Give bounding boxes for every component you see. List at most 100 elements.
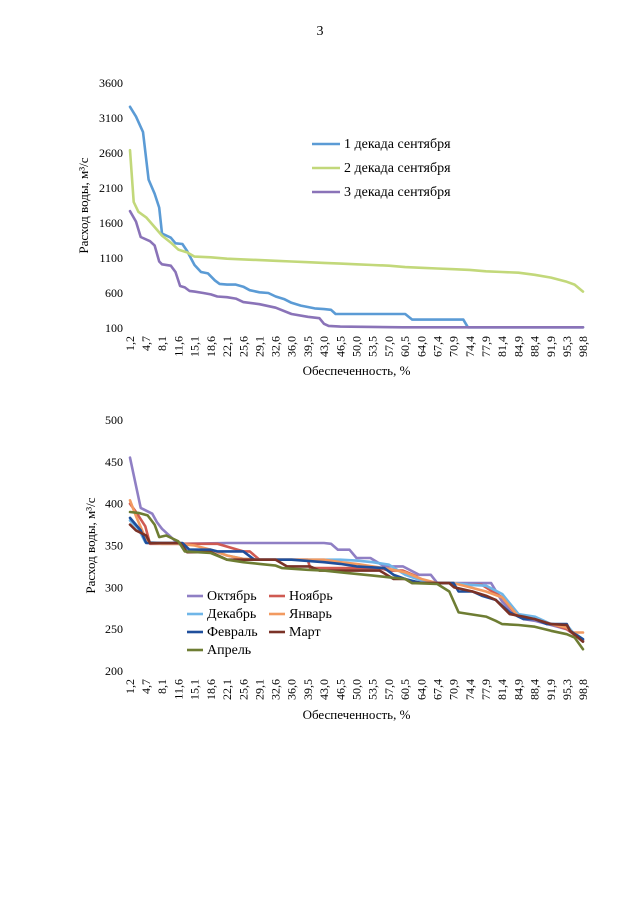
y-tick-label: 1100 [99,251,123,265]
x-tick-label: 91,9 [544,679,558,700]
x-tick-label: 50,0 [350,336,364,357]
x-tick-label: 67,4 [430,679,444,700]
x-tick-label: 81,4 [495,336,509,357]
x-tick-label: 29,1 [252,336,266,357]
legend-label: Декабрь [207,607,256,622]
y-axis-title: Расход воды, м³/с [83,497,98,593]
x-tick-label: 22,1 [220,336,234,357]
page-number: 3 [316,24,324,39]
x-tick-label: 77,9 [479,679,493,700]
x-tick-label: 1,2 [123,679,137,694]
x-tick-label: 60,5 [398,679,412,700]
x-tick-label: 98,8 [576,336,590,357]
x-tick-label: 43,0 [317,679,331,700]
x-tick-label: 50,0 [350,679,364,700]
x-tick-label: 1,2 [123,336,137,351]
legend-label: Январь [289,607,332,622]
series-line [128,519,585,641]
x-tick-label: 18,6 [204,679,218,700]
series-line [128,502,585,643]
x-tick-label: 64,0 [414,336,428,357]
x-tick-label: 91,9 [544,336,558,357]
x-tick-label: 36,0 [285,679,299,700]
legend: Октябрь Ноябрь Декабрь Январь Февраль Март Апр… [187,589,333,658]
y-tick-label: 400 [105,497,123,511]
x-tick-label: 22,1 [220,679,234,700]
x-tick-label: 11,6 [171,679,185,700]
x-tick-label: 11,6 [171,336,185,357]
y-tick-label: 600 [105,286,123,300]
x-tick-label: 84,9 [511,336,525,357]
y-tick-label: 200 [105,664,123,678]
x-tick-label: 64,0 [414,679,428,700]
x-tick-label: 67,4 [430,336,444,357]
series-line [128,516,585,641]
chart-2: 200 250 300 350 400 450 500 1,2 4,7 8,1 11,6 15,1 18… [83,413,590,722]
legend-label: Апрель [207,643,251,658]
x-tick-label: 4,7 [139,336,153,351]
legend-label: Март [289,625,321,640]
x-tick-label: 18,6 [204,336,218,357]
x-tick-label: 15,1 [188,336,202,357]
x-tick-label: 32,6 [269,679,283,700]
x-tick-label: 4,7 [139,679,153,694]
x-tick-label: 88,4 [528,336,542,357]
x-tick-label: 43,0 [317,336,331,357]
y-tick-label: 2600 [99,146,123,160]
x-tick-label: 74,4 [463,679,477,700]
legend-label: Февраль [207,625,258,640]
x-tick-label: 57,0 [382,336,396,357]
x-tick-label: 8,1 [155,679,169,694]
legend-label: 1 декада сентября [344,137,451,152]
x-tick-label: 53,5 [366,336,380,357]
y-tick-label: 1600 [99,216,123,230]
y-tick-label: 500 [105,413,123,427]
x-tick-label: 8,1 [155,336,169,351]
x-tick-label: 15,1 [188,679,202,700]
x-tick-label: 25,6 [236,679,250,700]
series-line [128,209,585,329]
x-tick-label: 95,3 [560,679,574,700]
x-tick-label: 32,6 [269,336,283,357]
x-tick-label: 46,5 [333,679,347,700]
y-tick-label: 450 [105,455,123,469]
x-tick-label: 36,0 [285,336,299,357]
x-tick-label: 39,5 [301,679,315,700]
x-tick-label: 88,4 [528,679,542,700]
legend-label: 2 декада сентября [344,161,451,176]
x-tick-label: 39,5 [301,336,315,357]
y-tick-label: 300 [105,580,123,594]
y-tick-label: 2100 [99,181,123,195]
x-tick-label: 60,5 [398,336,412,357]
series-line [128,105,585,329]
x-tick-label: 74,4 [463,336,477,357]
x-tick-label: 95,3 [560,336,574,357]
x-tick-label: 77,9 [479,336,493,357]
x-tick-label: 25,6 [236,336,250,357]
legend: 1 декада сентября 2 декада сентября 3 дека… [312,137,451,200]
x-tick-label: 70,9 [447,679,461,700]
y-tick-label: 3600 [99,76,123,90]
x-tick-label: 70,9 [447,336,461,357]
x-tick-label: 81,4 [495,679,509,700]
y-tick-label: 3100 [99,111,123,125]
x-tick-label: 84,9 [511,679,525,700]
y-axis-title: Расход воды, м³/с [76,157,91,253]
series-line [128,510,585,651]
x-tick-label: 29,1 [252,679,266,700]
y-tick-label: 250 [105,622,123,636]
x-axis-title: Обеспеченность, % [303,707,411,722]
x-tick-label: 98,8 [576,679,590,700]
x-tick-label: 46,5 [333,336,347,357]
series-line [128,148,585,293]
x-tick-label: 57,0 [382,679,396,700]
x-tick-label: 53,5 [366,679,380,700]
y-tick-label: 350 [105,539,123,553]
x-axis-title: Обеспеченность, % [303,363,411,378]
y-tick-label: 100 [105,321,123,335]
legend-label: Ноябрь [289,589,333,604]
legend-label: 3 декада сентября [344,185,451,200]
legend-label: Октябрь [207,589,257,604]
